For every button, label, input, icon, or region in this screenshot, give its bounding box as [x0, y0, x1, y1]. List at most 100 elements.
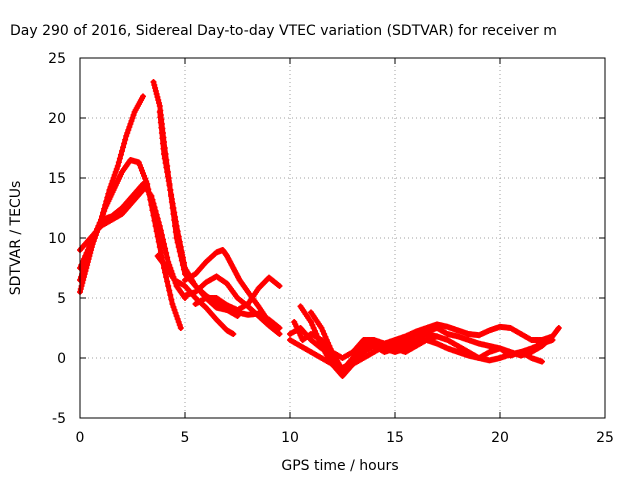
data-point-marker	[173, 223, 180, 229]
y-axis-label: SDTVAR / TECUs	[8, 181, 24, 296]
data-point-marker	[172, 218, 179, 225]
data-point-marker	[154, 215, 161, 222]
data-point-marker	[158, 232, 165, 238]
data-point-marker	[151, 82, 158, 88]
data-point-marker	[178, 249, 185, 256]
x-tick-label: 5	[181, 430, 190, 446]
data-point-marker	[149, 196, 156, 203]
data-point-marker	[158, 124, 165, 131]
data-point-marker	[113, 166, 120, 172]
data-point-marker	[150, 79, 157, 85]
y-tick-label: 5	[57, 291, 66, 307]
data-point-marker	[127, 121, 134, 127]
series-line	[157, 109, 282, 331]
data-point-marker	[77, 286, 84, 292]
data-point-marker	[111, 172, 118, 178]
data-point-marker	[115, 159, 122, 166]
data-point-marker	[122, 136, 129, 143]
data-point-marker	[168, 196, 175, 202]
data-point-marker	[276, 325, 283, 331]
data-point-marker	[110, 175, 117, 181]
data-point-marker	[175, 319, 182, 325]
data-point-marker	[123, 133, 130, 139]
data-point-marker	[176, 238, 183, 245]
y-tick-label: 10	[48, 231, 66, 247]
data-point-marker	[164, 173, 171, 180]
data-point-marker	[152, 85, 159, 91]
data-point-marker	[152, 88, 159, 94]
data-point-marker	[140, 93, 146, 100]
data-point-marker	[174, 228, 181, 235]
data-point-marker	[163, 274, 170, 280]
data-point-marker	[539, 358, 545, 365]
x-axis-label: GPS time / hours	[281, 458, 398, 474]
axes: 0 5 10 15 20 25 -5 0 5 10 15 20 25	[48, 51, 614, 446]
data-point-marker	[165, 259, 172, 265]
data-point-marker	[174, 316, 181, 322]
data-point-marker	[173, 313, 180, 319]
data-point-marker	[159, 135, 166, 142]
data-point-marker	[156, 109, 163, 115]
data-point-marker	[156, 100, 163, 106]
data-series	[77, 79, 562, 379]
data-point-marker	[156, 244, 163, 250]
y-tick-label: 25	[48, 51, 66, 67]
data-point-marker	[80, 268, 87, 274]
data-point-marker	[157, 249, 164, 256]
data-point-marker	[109, 178, 116, 184]
data-point-marker	[170, 205, 177, 211]
data-point-marker	[168, 296, 175, 303]
data-point-marker	[168, 191, 175, 198]
data-point-marker	[140, 187, 146, 193]
data-point-marker	[171, 307, 178, 313]
data-point-marker	[124, 130, 131, 136]
data-point-marker	[116, 155, 123, 162]
data-point-marker	[130, 112, 137, 118]
x-tick-label: 10	[281, 430, 299, 446]
y-tick-label: 0	[57, 351, 66, 367]
data-point-marker	[172, 214, 179, 220]
data-point-marker	[163, 250, 170, 256]
data-point-marker	[161, 241, 167, 247]
data-point-marker	[151, 204, 158, 211]
data-point-marker	[165, 283, 172, 289]
data-point-marker	[78, 274, 85, 280]
series-arc-15	[287, 325, 440, 361]
data-point-marker	[177, 244, 184, 250]
data-point-marker	[176, 322, 183, 328]
x-tick-label: 15	[386, 430, 404, 446]
data-point-marker	[148, 193, 155, 199]
y-tick-label: -5	[52, 411, 66, 427]
data-point-marker	[163, 164, 170, 171]
data-point-marker	[128, 118, 135, 124]
data-point-marker	[117, 151, 124, 158]
data-point-marker	[160, 145, 167, 152]
data-point-marker	[157, 119, 164, 126]
data-point-marker	[152, 208, 159, 214]
data-point-marker	[159, 236, 166, 243]
series-arc-8	[182, 247, 272, 325]
data-point-marker	[112, 169, 119, 175]
data-point-marker	[156, 223, 163, 229]
data-point-marker	[175, 233, 182, 240]
data-point-marker	[164, 169, 171, 175]
data-point-marker	[157, 114, 164, 121]
x-tick-label: 25	[596, 430, 614, 446]
data-point-marker	[170, 304, 177, 310]
data-point-marker	[166, 182, 173, 189]
x-tick-label: 0	[76, 430, 85, 446]
data-point-marker	[154, 94, 161, 100]
data-point-marker	[158, 130, 165, 136]
data-point-marker	[555, 325, 562, 331]
data-point-marker	[162, 160, 169, 166]
data-point-marker	[155, 219, 162, 226]
data-point-marker	[119, 148, 125, 154]
data-point-marker	[153, 91, 160, 97]
data-point-marker	[276, 331, 283, 337]
data-point-marker	[164, 254, 171, 261]
data-point-marker	[555, 326, 562, 333]
data-point-marker	[100, 211, 107, 217]
data-point-marker	[172, 310, 179, 316]
data-point-marker	[167, 187, 174, 193]
y-tick-label: 20	[48, 111, 66, 127]
